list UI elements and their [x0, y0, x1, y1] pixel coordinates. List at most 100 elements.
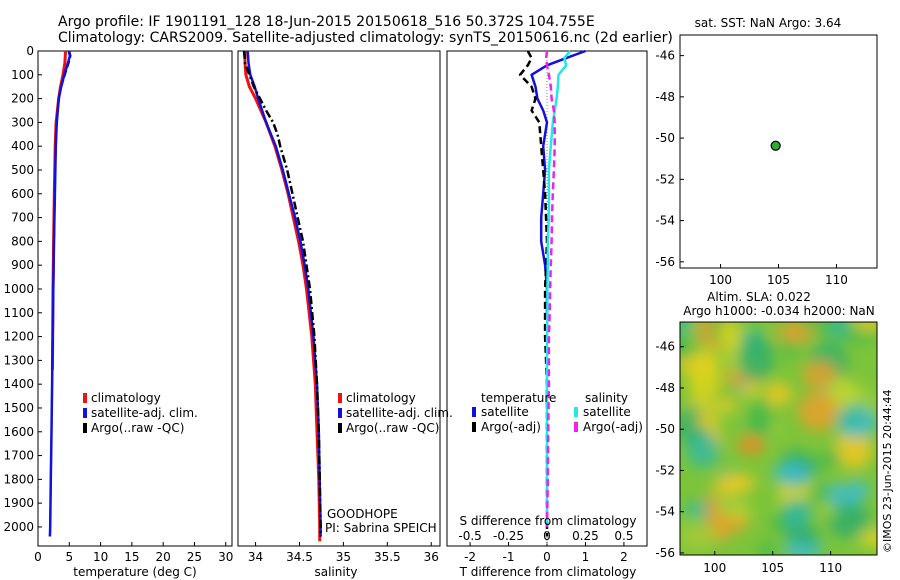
position-title: sat. SST: NaN Argo: 3.64: [695, 16, 842, 30]
salinity-axes-frame: [237, 50, 441, 547]
heatmap-cell: [758, 541, 776, 555]
x-tick-label: 0: [34, 550, 42, 564]
legend-swatch-satellite: [338, 408, 342, 418]
heatmap-cell: [696, 411, 717, 429]
y-tick-label: 1500: [3, 401, 34, 415]
legend-label: Argo(-adj): [583, 420, 643, 434]
y-tick-label: -52: [655, 463, 675, 477]
pi-name-label: PI: Sabrina SPEICH: [325, 521, 437, 535]
legend-swatch-t-satellite: [472, 407, 476, 417]
temperature-panel: 0100200300400500600700800900100011001200…: [3, 44, 233, 579]
legend-label: climatology: [346, 391, 416, 405]
y-tick-label: 1000: [3, 282, 34, 296]
heatmap-cell: [685, 432, 721, 469]
legend-swatch-s-argo: [574, 422, 578, 432]
heatmap-cell: [838, 327, 877, 343]
y-tick-label: 700: [11, 211, 34, 225]
y-tick-label: 200: [11, 92, 34, 106]
x-tick-label: 105: [767, 273, 790, 287]
header-line-2: Climatology: CARS2009. Satellite-adjuste…: [58, 30, 673, 46]
salinity-x-axis: 34 34.5 35 35.5 36: [248, 542, 439, 564]
sla-heatmap: [680, 322, 877, 555]
float-program-label: GOODHOPE: [327, 507, 398, 521]
legend-header-salinity: salinity: [585, 391, 628, 405]
legend-label: satellite-adj. clim.: [346, 406, 453, 420]
x-tick-label: 34: [248, 550, 263, 564]
temperature-legend: climatology satellite-adj. clim. Argo(..…: [83, 391, 198, 435]
x-tick-label: 20: [156, 550, 171, 564]
legend-label: climatology: [91, 391, 161, 405]
x-tick-label: 110: [819, 561, 842, 575]
legend-label: Argo(..raw -QC): [91, 421, 184, 435]
s-tick-label: 0.5: [614, 529, 633, 543]
y-tick-label: 1300: [3, 353, 34, 367]
x-tick-label: 35: [336, 550, 351, 564]
legend-swatch-satellite: [83, 408, 87, 418]
heatmap-cell: [680, 521, 718, 552]
s-tick-label: 0.25: [572, 529, 599, 543]
y-tick-label: 1600: [3, 425, 34, 439]
heatmap-cell: [858, 529, 877, 548]
y-tick-label: -48: [655, 381, 675, 395]
y-tick-label: -48: [655, 90, 675, 104]
position-axes-ticks: 100 105 110 -46 -48 -50 -52 -54 -56: [655, 49, 848, 287]
x-tick-label: -1: [503, 550, 515, 564]
t-difference-x-axis: -2 -1 0 1 2: [464, 542, 628, 564]
difference-panel: -2 -1 0 1 2 -0.5 -0.25 0 0.25 0.5 temperature sa…: [446, 49, 648, 579]
temperature-series: [48, 50, 72, 537]
heatmap-cell: [850, 480, 870, 499]
x-tick-label: 30: [218, 550, 233, 564]
series-line-s-satellite: [545, 50, 572, 527]
y-tick-label: -56: [655, 255, 675, 269]
x-tick-label: 110: [825, 273, 848, 287]
legend-header-temperature: temperature: [481, 391, 556, 405]
heatmap-cell: [735, 336, 775, 381]
heatmap-cell: [833, 431, 873, 469]
sla-title-line-1: Altim. SLA: 0.022: [707, 290, 811, 304]
y-tick-label: 1700: [3, 449, 34, 463]
heatmap-cell: [782, 497, 810, 530]
legend-label: Argo(..raw -QC): [346, 421, 439, 435]
legend-swatch-argo: [83, 423, 87, 433]
salinity-legend: climatology satellite-adj. clim. Argo(..…: [338, 391, 453, 435]
difference-series: [518, 49, 586, 546]
series-line-argo: [242, 50, 322, 537]
difference-legend: temperature salinity satellite Argo(-adj…: [472, 391, 643, 434]
y-tick-label: -46: [655, 49, 675, 63]
y-tick-label: -46: [655, 340, 675, 354]
y-tick-label: 1200: [3, 330, 34, 344]
legend-label: Argo(-adj): [481, 420, 541, 434]
x-tick-label: 5: [65, 550, 73, 564]
heatmap-cell: [721, 473, 756, 493]
heatmap-cell: [796, 525, 819, 547]
heatmap-cell: [707, 515, 750, 533]
salinity-xlabel: salinity: [314, 565, 357, 579]
heatmap-cell: [717, 485, 742, 516]
header-line-1: Argo profile: IF 1901191_128 18-Jun-2015…: [58, 14, 595, 30]
x-tick-label: 36: [424, 550, 439, 564]
heatmap-cell: [812, 500, 837, 519]
y-tick-label: -54: [655, 214, 675, 228]
s-tick-label: -0.25: [493, 529, 524, 543]
y-tick-label: 600: [11, 187, 34, 201]
heatmap-cell: [764, 381, 792, 407]
series-line-satellite: [48, 50, 72, 537]
y-tick-label: 0: [26, 44, 34, 58]
y-tick-label: 2000: [3, 520, 34, 534]
heatmap-cell: [802, 360, 838, 389]
series-line-climatology: [243, 51, 322, 542]
imos-credit-label: ©IMOS 23-Jun-2015 20:44:44: [881, 389, 894, 553]
s-tick-label: -0.5: [458, 529, 481, 543]
y-tick-label: -50: [655, 131, 675, 145]
y-tick-label: -52: [655, 172, 675, 186]
x-tick-label: 100: [703, 561, 726, 575]
x-tick-label: 0: [543, 550, 551, 564]
y-tick-label: 500: [11, 163, 34, 177]
sla-heatmap-cells: [680, 322, 877, 555]
heatmap-cell: [797, 391, 839, 432]
salinity-series: [242, 50, 322, 542]
heatmap-cell: [687, 362, 722, 398]
sla-map-panel: Altim. SLA: 0.022 Argo h1000: -0.034 h20…: [655, 290, 894, 575]
x-tick-label: 2: [620, 550, 628, 564]
